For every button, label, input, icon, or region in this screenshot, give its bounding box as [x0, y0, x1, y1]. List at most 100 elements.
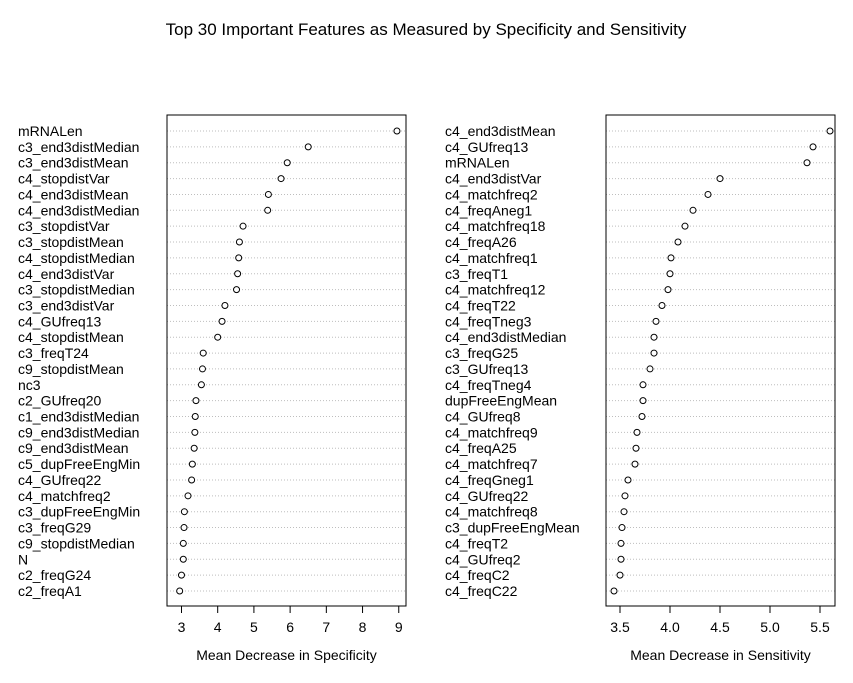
x-axis-label: Mean Decrease in Sensitivity	[630, 647, 811, 663]
data-point	[624, 476, 632, 484]
feature-label: c4_matchfreq1	[445, 250, 538, 266]
feature-label: c4_freqA26	[445, 234, 517, 250]
feature-label: c5_dupFreeEngMin	[18, 456, 140, 472]
feature-label: c4_end3distVar	[445, 171, 542, 187]
data-point	[664, 286, 672, 294]
data-point	[809, 143, 817, 151]
data-point	[214, 333, 222, 341]
feature-label: c4_matchfreq2	[445, 186, 538, 202]
data-point	[610, 587, 618, 595]
data-point	[277, 175, 285, 183]
feature-label: c3_freqG25	[445, 345, 518, 361]
data-point	[235, 238, 243, 246]
data-point	[221, 301, 229, 309]
feature-label: c4_matchfreq12	[445, 282, 546, 298]
feature-label: c9_end3distMean	[18, 440, 129, 456]
feature-label: c4_end3distMean	[18, 186, 129, 202]
feature-label: nc3	[18, 377, 41, 393]
data-point	[621, 492, 629, 500]
data-point	[716, 175, 724, 183]
sensitivity-panel: c4_end3distMeanc4_GUfreq13mRNALenc4_end3…	[445, 114, 836, 663]
feature-label: dupFreeEngMean	[445, 393, 557, 409]
data-point	[233, 286, 241, 294]
feature-label: c4_GUfreq13	[445, 139, 528, 155]
data-point	[638, 413, 646, 421]
data-point	[198, 365, 206, 373]
x-tick-label: 5.5	[810, 619, 830, 635]
feature-label: c9_end3distMedian	[18, 424, 139, 440]
data-point	[190, 444, 198, 452]
data-point	[239, 222, 247, 230]
feature-label: c4_GUfreq2	[445, 551, 521, 567]
feature-label: c3_end3distVar	[18, 297, 115, 313]
feature-label: c4_freqT22	[445, 297, 516, 313]
feature-label: c3_freqT24	[18, 345, 89, 361]
data-point	[197, 381, 205, 389]
data-point	[803, 159, 811, 167]
x-tick-label: 5.0	[760, 619, 780, 635]
data-point	[617, 539, 625, 547]
data-point	[652, 317, 660, 325]
feature-label: c4_GUfreq22	[445, 488, 528, 504]
data-point	[393, 127, 401, 135]
feature-label: c4_end3distMean	[445, 123, 556, 139]
data-point	[188, 460, 196, 468]
feature-label: c4_stopdistMedian	[18, 250, 135, 266]
data-point	[235, 254, 243, 262]
feature-label: c4_stopdistMean	[18, 329, 124, 345]
feature-label: c3_dupFreeEngMin	[18, 504, 140, 520]
data-point	[264, 190, 272, 198]
data-point	[179, 539, 187, 547]
feature-label: mRNALen	[18, 123, 83, 139]
x-tick-label: 5	[250, 619, 258, 635]
feature-label: c2_freqA1	[18, 583, 82, 599]
feature-label: c2_freqG24	[18, 567, 91, 583]
feature-label: c3_end3distMedian	[18, 139, 139, 155]
data-point	[192, 397, 200, 405]
feature-label: c9_stopdistMedian	[18, 535, 135, 551]
data-point	[618, 524, 626, 532]
data-point	[666, 270, 674, 278]
data-point	[188, 476, 196, 484]
data-point	[264, 206, 272, 214]
feature-label: c3_freqT1	[445, 266, 508, 282]
data-point	[639, 397, 647, 405]
data-point	[616, 571, 624, 579]
feature-label: c3_stopdistVar	[18, 218, 110, 234]
feature-label: c3_GUfreq13	[445, 361, 528, 377]
data-point	[191, 413, 199, 421]
feature-label: c4_freqC22	[445, 583, 518, 599]
data-point	[283, 159, 291, 167]
feature-label: c4_freqAneg1	[445, 202, 532, 218]
data-point	[191, 428, 199, 436]
data-point	[681, 222, 689, 230]
chart-title: Top 30 Important Features as Measured by…	[166, 20, 687, 39]
feature-label: c4_freqA25	[445, 440, 517, 456]
x-tick-label: 9	[395, 619, 403, 635]
feature-label: mRNALen	[445, 155, 510, 171]
feature-label: c4_matchfreq18	[445, 218, 546, 234]
data-point	[667, 254, 675, 262]
feature-label: c4_matchfreq2	[18, 488, 111, 504]
feature-label: c3_dupFreeEngMean	[445, 520, 580, 536]
x-tick-label: 8	[359, 619, 367, 635]
feature-label: c3_stopdistMedian	[18, 282, 135, 298]
feature-label: c3_freqG29	[18, 520, 91, 536]
feature-label: c2_GUfreq20	[18, 393, 101, 409]
x-tick-label: 7	[322, 619, 330, 635]
data-point	[650, 349, 658, 357]
data-point	[646, 365, 654, 373]
data-point	[617, 555, 625, 563]
data-point	[639, 381, 647, 389]
feature-label: c4_end3distMedian	[445, 329, 566, 345]
data-point	[180, 508, 188, 516]
feature-label: c4_end3distVar	[18, 266, 115, 282]
feature-label: c4_matchfreq9	[445, 424, 538, 440]
feature-label: c4_freqTneg4	[445, 377, 532, 393]
plot-frame	[605, 114, 836, 607]
feature-label: c4_stopdistVar	[18, 171, 110, 187]
x-tick-label: 3.5	[610, 619, 630, 635]
feature-label: c4_freqGneg1	[445, 472, 534, 488]
feature-label: c4_matchfreq7	[445, 456, 538, 472]
feature-label: c4_GUfreq8	[445, 409, 521, 425]
